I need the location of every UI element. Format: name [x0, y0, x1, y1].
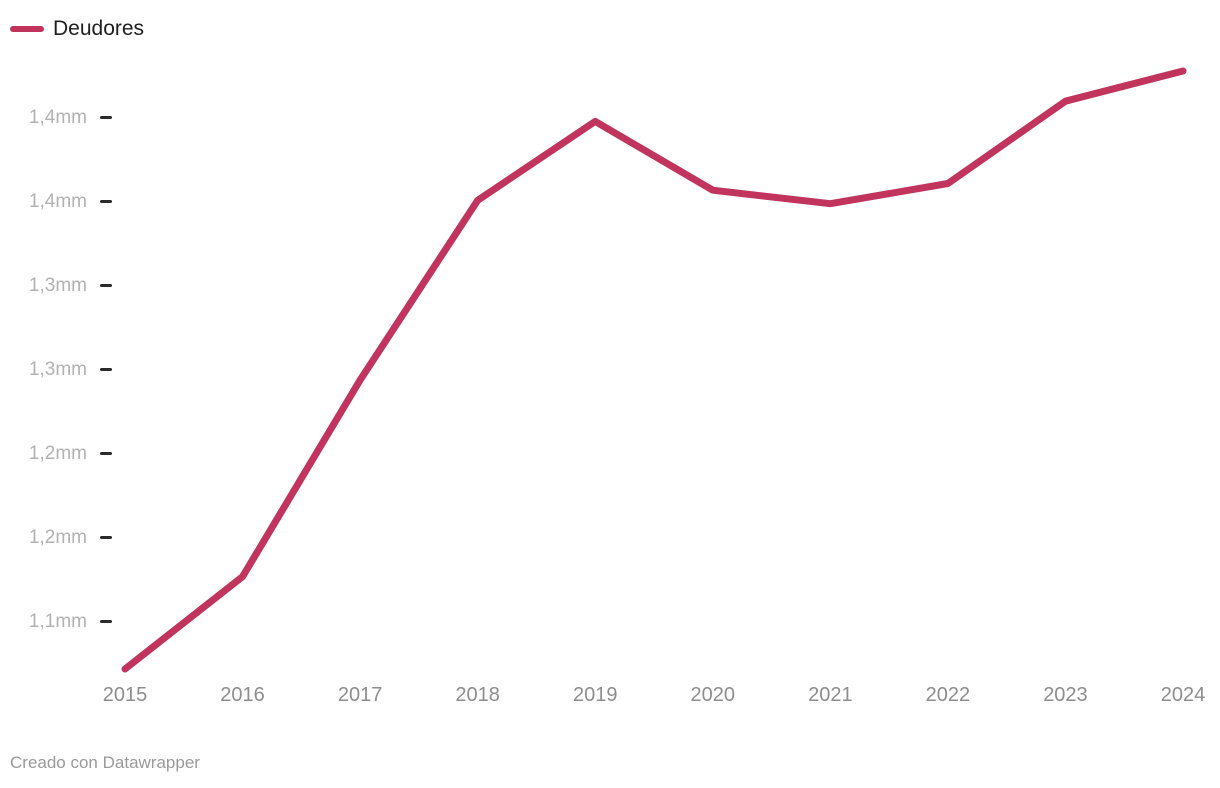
y-tick-label: 1,1mm: [28, 611, 87, 632]
y-tick-mark: [100, 284, 112, 287]
x-tick-label: 2016: [220, 684, 265, 706]
y-tick-label: 1,4mm: [28, 107, 87, 128]
chart-legend: Deudores: [10, 17, 144, 41]
x-tick-label: 2021: [808, 684, 853, 706]
y-tick-label: 1,3mm: [28, 359, 87, 380]
x-tick-label: 2018: [455, 684, 500, 706]
x-tick-label: 2020: [690, 684, 736, 706]
y-tick-mark: [100, 620, 112, 623]
y-tick-label: 1,2mm: [28, 527, 87, 548]
deudores-line-series[interactable]: [121, 67, 1187, 673]
datawrapper-credit-link[interactable]: Creado con Datawrapper: [10, 753, 200, 772]
y-tick-mark: [100, 368, 112, 371]
legend-series-label: Deudores: [53, 17, 145, 40]
x-tick-label: 2019: [572, 684, 618, 706]
x-tick-label: 2015: [102, 684, 148, 706]
y-tick-mark: [100, 536, 112, 539]
y-tick-mark: [100, 200, 112, 203]
x-tick-label: 2024: [1160, 684, 1206, 706]
y-tick-label: 1,3mm: [28, 275, 87, 296]
y-tick-label: 1,4mm: [28, 191, 87, 212]
y-tick-label: 1,2mm: [28, 443, 87, 464]
x-tick-label: 2023: [1043, 684, 1088, 706]
x-tick-label: 2022: [925, 684, 971, 706]
y-tick-mark: [100, 452, 112, 455]
x-tick-label: 2017: [337, 684, 383, 706]
legend-line-swatch: [10, 26, 44, 32]
y-tick-mark: [100, 116, 112, 119]
